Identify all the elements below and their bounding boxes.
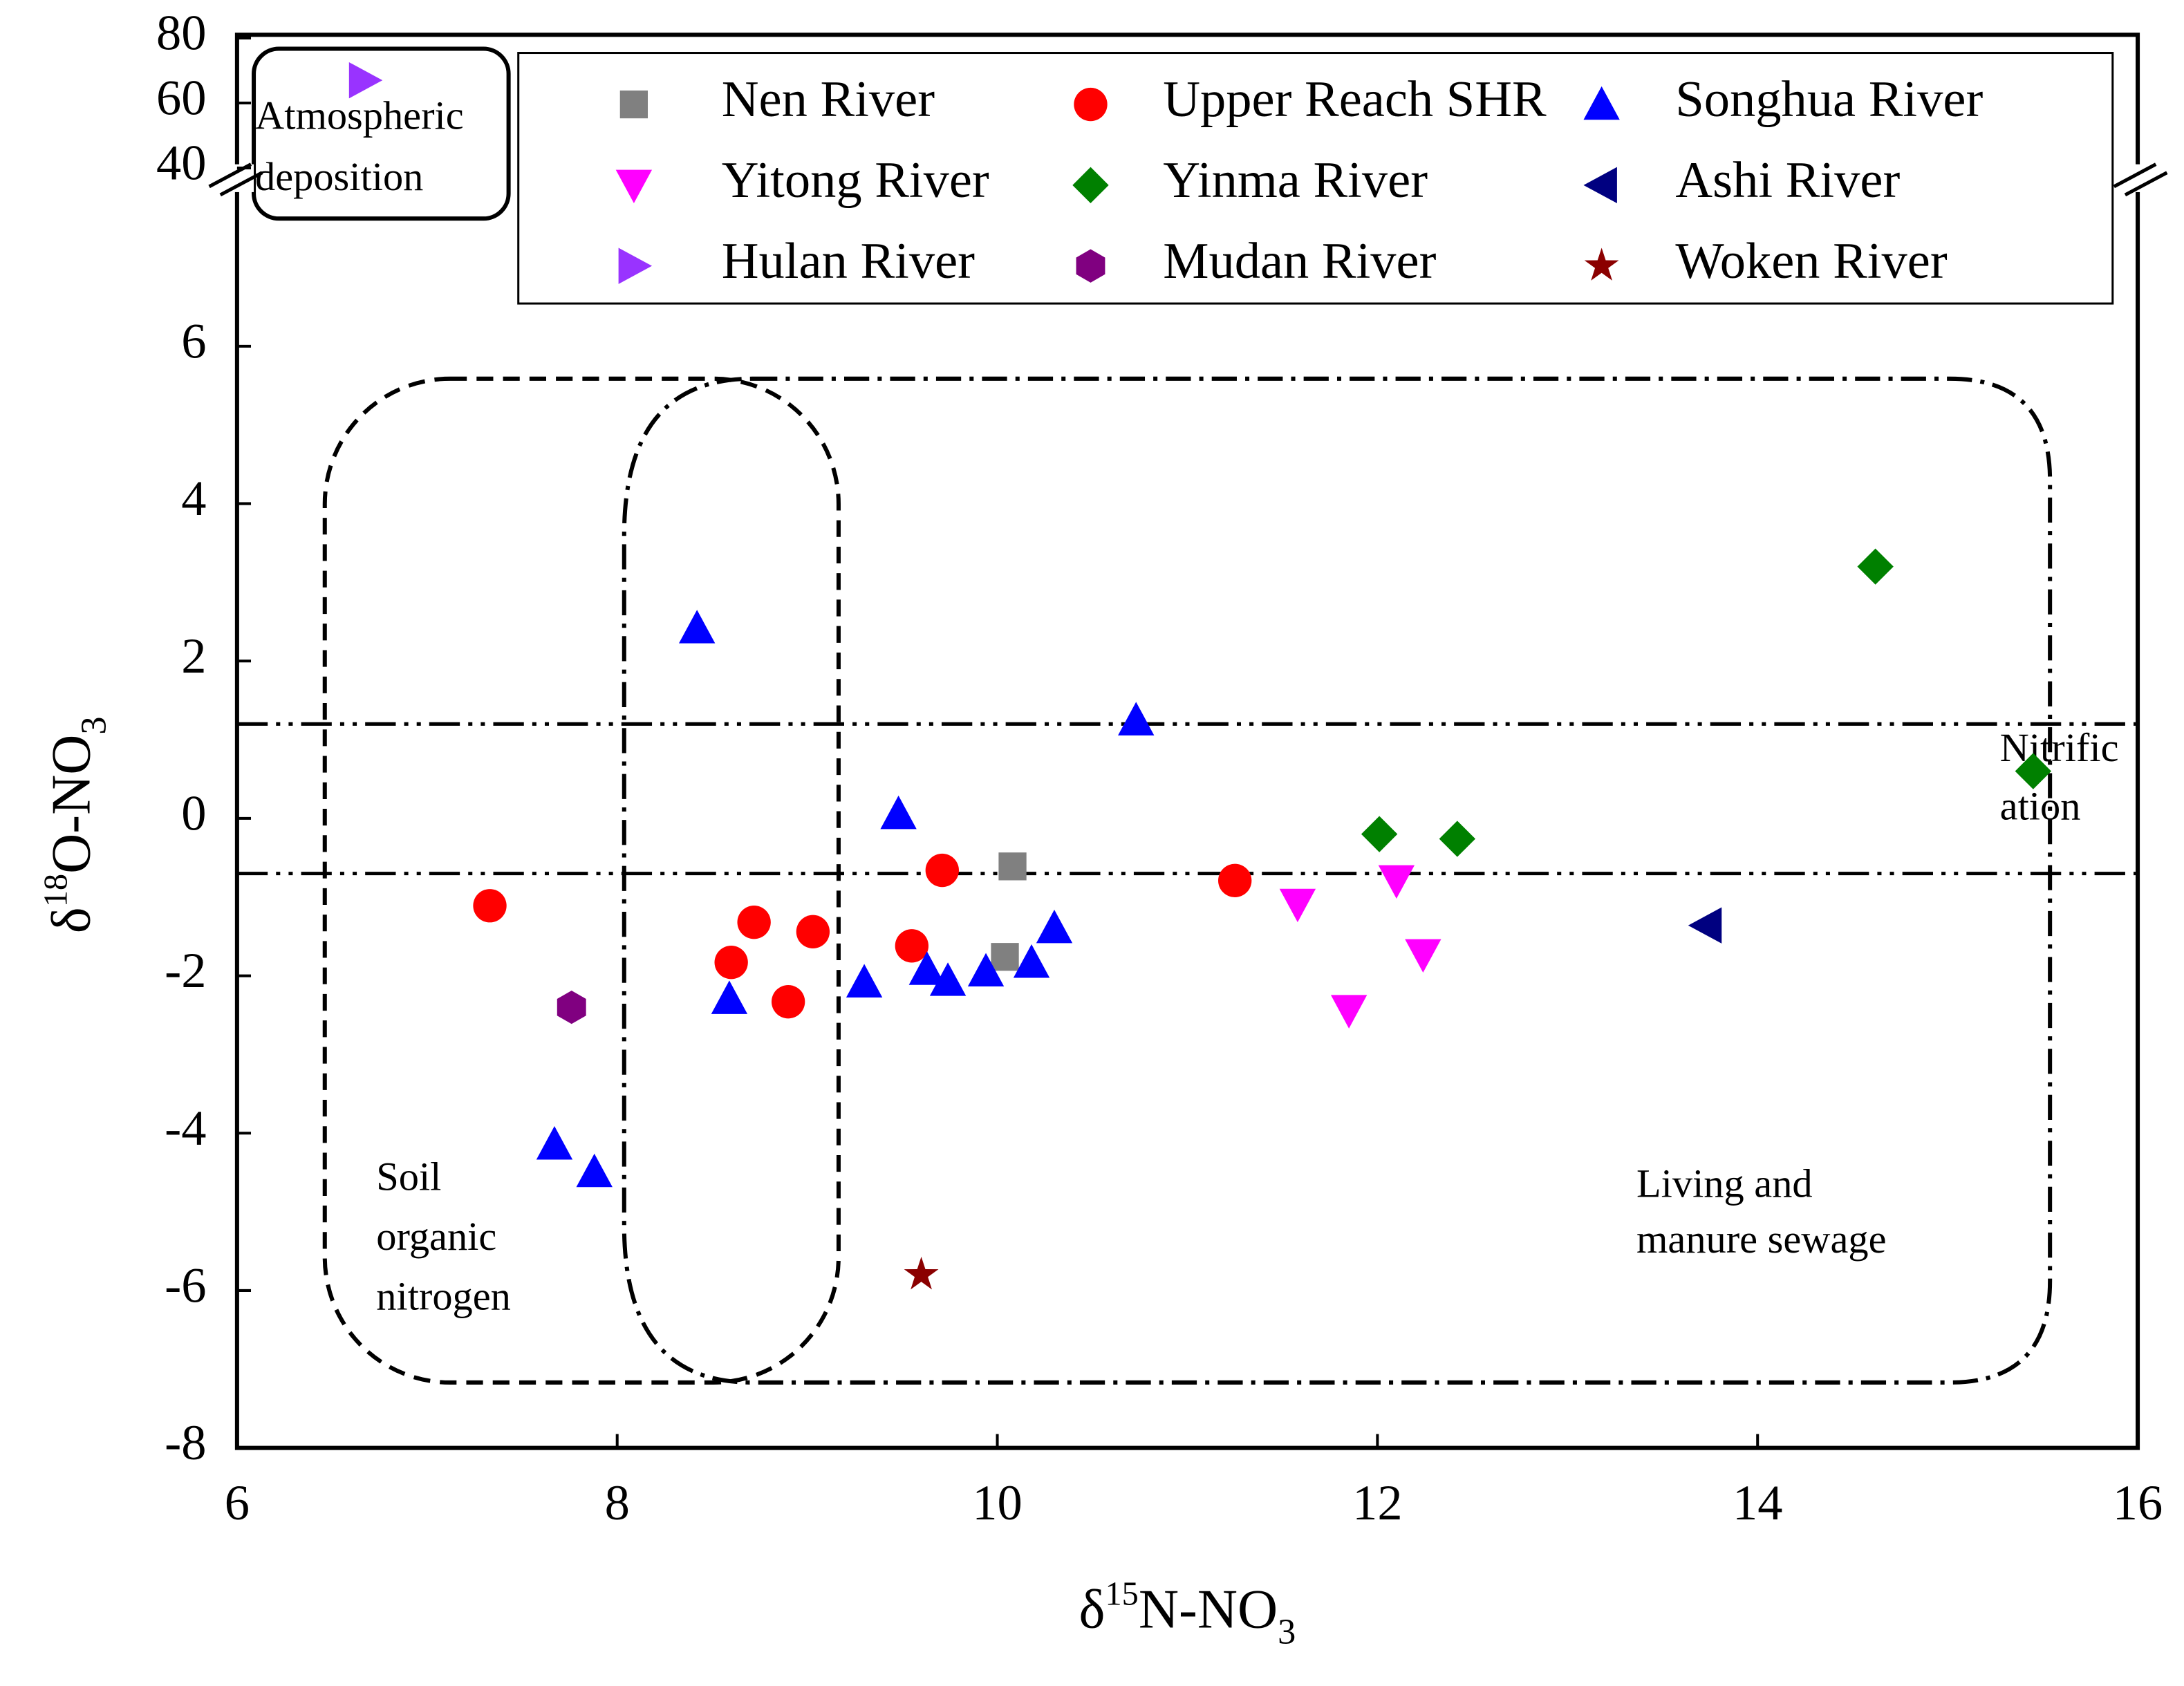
marker [536,1126,573,1160]
x-axis-label-part: 3 [1278,1611,1296,1651]
legend-marker [1583,167,1617,204]
legend-marker [1076,249,1105,283]
y-tick-label: 6 [181,313,206,369]
marker [576,1153,613,1188]
legend-label: Woken River [1675,233,1947,290]
marker [678,610,716,644]
marker [796,915,830,948]
legend-label: Yinma River [1163,152,1428,209]
y-tick-label: 40 [156,135,206,191]
marker [1439,821,1476,857]
annotation: Living and [1636,1161,1813,1206]
y-tick-label: -4 [165,1100,206,1156]
y-tick-label: 0 [181,785,206,841]
legend-marker [1072,167,1109,204]
y-axis-label-part: δ [41,907,102,933]
legend-label: Songhua River [1675,71,1983,128]
y-tick-label: 2 [181,628,206,684]
break-mark [2113,162,2157,189]
annotation: deposition [255,154,423,199]
legend-label: Mudan River [1163,233,1436,290]
legend-label: Ashi River [1675,152,1900,209]
legend-label: Nen River [722,71,935,128]
legend-marker [1074,87,1108,122]
marker [991,943,1019,971]
marker [1330,995,1368,1029]
marker [711,980,748,1014]
y-tick-label: 4 [181,470,206,526]
marker [967,953,1005,987]
annotation: manure sewage [1636,1217,1887,1262]
y-axis-label: δ18O-NO3 [37,716,113,933]
legend-marker [615,169,653,204]
annotation: ation [2000,784,2081,829]
x-tick-label: 8 [605,1474,630,1530]
marker [1118,702,1155,736]
y-tick-label: -8 [165,1414,206,1470]
marker [1378,865,1415,899]
x-axis-label-part: N-NO [1139,1579,1278,1640]
annotation: Soil [376,1154,441,1199]
legend-label: Upper Reach SHR [1163,71,1547,128]
marker [1013,944,1050,978]
marker [925,853,959,888]
y-axis-label-part: 18 [37,874,74,907]
x-tick-label: 10 [972,1474,1023,1530]
marker [846,964,883,997]
plot-frame [234,32,2140,1450]
marker [1857,548,1894,585]
marker [737,906,771,939]
x-axis-label: δ15N-NO3 [1079,1575,1296,1651]
y-tick-label: -6 [165,1257,206,1313]
y-axis-label-part: 3 [73,716,113,734]
annotation: nitrogen [376,1274,511,1319]
marker [929,962,967,996]
annotation: organic [376,1214,496,1259]
legend-label: Yitong River [722,152,989,209]
break-mark [219,171,263,197]
legend-box [517,52,2114,305]
x-tick-label: 12 [1352,1474,1403,1530]
annotation: Nitrific [2000,725,2119,770]
marker [904,1256,939,1290]
y-tick-label: -2 [165,942,206,998]
legend-marker [619,90,648,119]
marker [998,852,1027,881]
marker [1688,907,1722,944]
marker [473,889,507,923]
legend-marker [618,247,653,284]
marker [1218,863,1252,898]
marker [895,929,929,963]
marker [880,795,917,830]
marker [2015,753,2052,789]
x-tick-label: 6 [225,1474,250,1530]
break-mark [2124,171,2168,197]
legend-marker [1583,86,1620,120]
legend-label: Hulan River [722,233,975,290]
x-axis-label-part: 15 [1105,1575,1139,1612]
marker [908,951,946,985]
marker [1036,909,1073,944]
marker [771,984,805,1019]
marker [557,990,586,1024]
annotation: Atmospheric [255,93,464,138]
y-axis-label-part: O-NO [41,735,102,874]
legend-marker [1584,247,1619,281]
soil-region [322,376,841,1385]
atmospheric-region [252,46,511,221]
marker [714,946,748,980]
x-tick-label: 16 [2113,1474,2163,1530]
marker [1405,939,1441,973]
y-tick-label: 80 [156,5,206,61]
marker [1279,888,1316,923]
x-tick-label: 14 [1733,1474,1783,1530]
x-axis-label-part: δ [1079,1579,1105,1640]
marker [348,62,383,99]
y-tick-label: 60 [156,70,206,126]
